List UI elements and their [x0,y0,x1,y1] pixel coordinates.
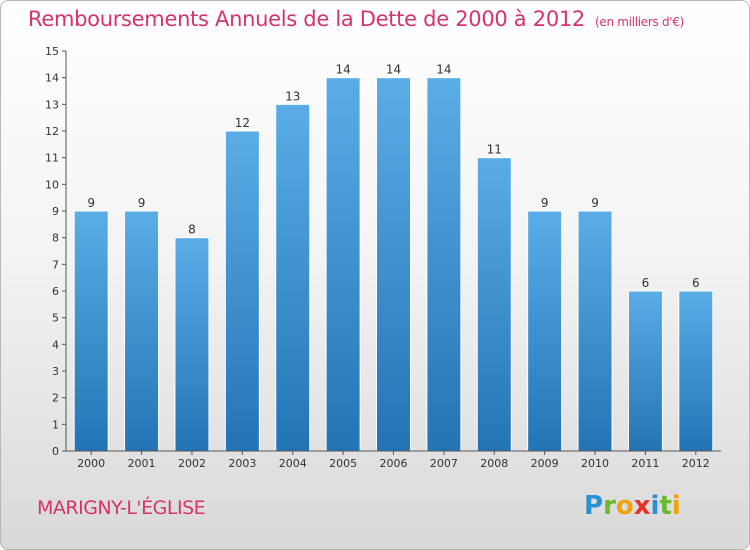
logo-letter: i [671,491,681,521]
chart-title-text: Remboursements Annuels de la Dette de 20… [28,7,585,31]
value-label-2004: 13 [285,89,300,103]
value-label-2002: 8 [188,223,196,237]
value-label-2011: 6 [642,276,650,290]
y-tick-label: 6 [52,285,59,298]
bar-2007[interactable] [426,77,462,452]
x-tick-label-2009: 2009 [531,457,559,470]
y-tick-label: 7 [52,258,59,271]
y-tick-label: 15 [45,45,59,58]
x-tick-label-2005: 2005 [329,457,357,470]
y-tick-label: 12 [45,125,59,138]
bar-2002[interactable] [174,237,210,452]
value-label-2000: 9 [87,196,95,210]
logo-letter: t [659,491,672,521]
bar-2000[interactable] [73,210,109,452]
logo-letter: i [650,491,660,521]
bar-2003[interactable] [224,130,260,452]
y-tick-label: 1 [52,418,59,431]
value-label-2005: 14 [335,63,350,77]
bar-2004[interactable] [275,103,311,452]
bar-2012[interactable] [678,290,714,452]
value-label-2007: 14 [436,63,451,77]
y-tick-label: 9 [52,205,59,218]
value-label-2010: 9 [591,196,599,210]
y-tick-label: 10 [45,178,59,191]
value-label-2001: 9 [138,196,146,210]
y-tick-label: 0 [52,445,59,458]
y-tick-label: 14 [45,72,59,85]
bar-2005[interactable] [325,77,361,452]
y-tick-label: 11 [45,152,59,165]
y-tick-label: 2 [52,392,59,405]
bar-2006[interactable] [376,77,411,452]
x-tick-label-2008: 2008 [480,457,508,470]
y-tick-label: 4 [52,338,59,351]
y-tick-label: 5 [52,312,59,325]
y-tick-label: 3 [52,365,59,378]
bar-2008[interactable] [476,157,512,452]
unit-note: (en milliers d'€) [595,15,685,29]
logo-letter: r [603,491,616,521]
value-label-2003: 12 [235,116,250,130]
logo-letter: P [584,491,604,521]
y-tick-label: 13 [45,98,59,111]
value-label-2012: 6 [692,276,700,290]
y-tick-label: 8 [52,232,59,245]
x-tick-label-2012: 2012 [682,457,710,470]
logo-letter: o [615,491,634,521]
x-tick-label-2006: 2006 [380,457,408,470]
x-tick-label-2007: 2007 [430,457,458,470]
bar-2001[interactable] [124,210,160,452]
bar-2010[interactable] [577,210,613,452]
bar-2009[interactable] [527,210,563,452]
bar-2011[interactable] [627,290,663,452]
value-label-2008: 11 [487,143,502,157]
commune-name: MARIGNY-L'ÉGLISE [37,497,206,519]
logo-letter: x [633,491,651,521]
value-label-2009: 9 [541,196,549,210]
x-tick-label-2003: 2003 [228,457,256,470]
value-label-2006: 14 [386,63,401,77]
x-tick-label-2011: 2011 [631,457,659,470]
x-axis: 2000 2001 2002 2003 2004 2005 2006 2007 2008 2009… [66,450,721,470]
x-tick-label-2002: 2002 [178,457,206,470]
chart-title: Remboursements Annuels de la Dette de 20… [28,7,684,31]
x-tick-label-2001: 2001 [128,457,156,470]
proxiti-logo[interactable]: Proxiti [584,491,681,521]
bars-group: 9 9 8 12 13 14 14 14 11 9 9 6 6 [73,63,714,452]
x-tick-label-2000: 2000 [77,457,105,470]
x-tick-label-2010: 2010 [581,457,609,470]
x-tick-label-2004: 2004 [279,457,307,470]
